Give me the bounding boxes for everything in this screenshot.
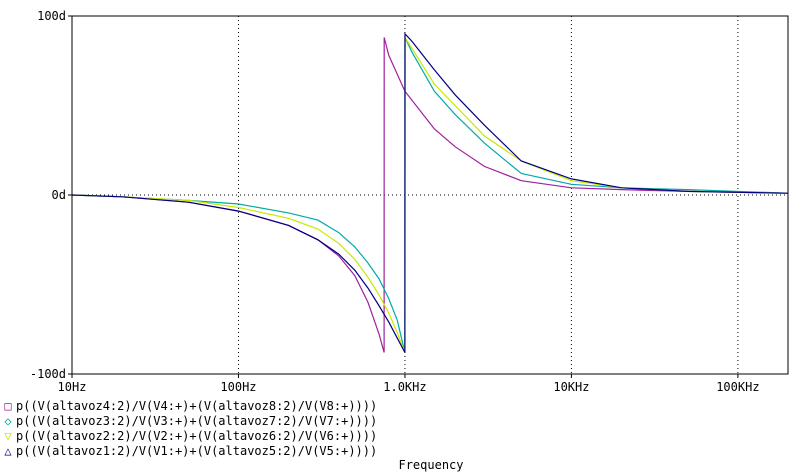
series-line-2 <box>71 37 789 353</box>
series-line-4 <box>71 32 789 353</box>
legend-item: □ p((V(altavoz4:2)/V(V4:+)+(V(altavoz8:2)… <box>2 399 377 414</box>
x-tick-label: 1.0KHz <box>383 380 426 394</box>
y-tick-label: 100d <box>37 9 66 23</box>
legend-label: p((V(altavoz4:2)/V(V4:+)+(V(altavoz8:2)/… <box>16 399 378 413</box>
legend-label: p((V(altavoz2:2)/V(V2:+)+(V(altavoz6:2)/… <box>16 429 378 443</box>
x-tick-label: 10KHz <box>553 380 589 394</box>
legend-marker-icon: □ <box>4 399 12 413</box>
x-tick-label: 100Hz <box>220 380 256 394</box>
legend-item: ▽ p((V(altavoz2:2)/V(V2:+)+(V(altavoz6:2)… <box>2 429 377 444</box>
legend-label: p((V(altavoz1:2)/V(V1:+)+(V(altavoz5:2)/… <box>16 444 378 458</box>
legend-label: p((V(altavoz3:2)/V(V3:+)+(V(altavoz7:2)/… <box>16 414 378 428</box>
legend-item: ◇ p((V(altavoz3:2)/V(V3:+)+(V(altavoz7:2)… <box>2 414 377 429</box>
legend-marker-icon: △ <box>4 444 12 458</box>
axes: 10Hz 100Hz 1.0KHz 10KHz 100KHz 100d 0d -100d <box>30 9 760 394</box>
legend-marker-icon: ◇ <box>4 414 12 428</box>
grid <box>71 15 788 375</box>
series-lines <box>71 32 789 353</box>
x-tick-label: 10Hz <box>58 380 87 394</box>
legend-item: △ p((V(altavoz1:2)/V(V1:+)+(V(altavoz5:2)… <box>2 444 377 459</box>
y-tick-label: 0d <box>52 188 66 202</box>
legend-marker-icon: ▽ <box>4 429 12 443</box>
x-tick-label: 100KHz <box>716 380 759 394</box>
y-tick-label: -100d <box>30 367 66 381</box>
x-axis-label: Frequency <box>398 458 463 472</box>
